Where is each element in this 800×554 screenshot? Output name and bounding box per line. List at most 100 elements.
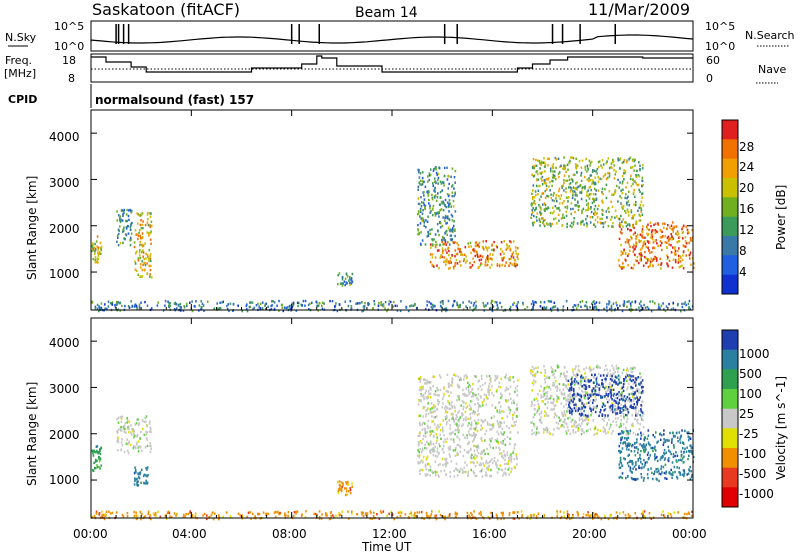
echo-cell (455, 258, 458, 262)
echo-cell (431, 238, 433, 241)
echo-cell (419, 209, 422, 212)
echo-cell (641, 179, 644, 183)
echo-cell (604, 221, 607, 224)
echo-cell (581, 413, 584, 416)
echo-cell (478, 259, 481, 262)
echo-cell (532, 189, 534, 192)
echo-cell (591, 182, 593, 185)
echo-cell (569, 224, 572, 227)
echo-cell (608, 398, 611, 401)
echo-cell (149, 426, 152, 429)
echo-cell (535, 193, 537, 197)
echo-cell (96, 449, 98, 453)
echo-cell (670, 228, 673, 231)
echo-cell (575, 407, 578, 410)
echo-cell (460, 424, 463, 428)
echo-cell (630, 400, 633, 404)
echo-cell (437, 192, 439, 195)
echo-cell (630, 379, 633, 383)
echo-cell (566, 205, 569, 208)
echo-cell (143, 473, 146, 476)
echo-cell (488, 257, 490, 260)
echo-cell (487, 391, 490, 394)
echo-cell (521, 514, 524, 517)
echo-cell (130, 300, 132, 303)
echo-cell (597, 365, 600, 369)
echo-cell (459, 416, 461, 419)
echo-cell (100, 245, 103, 249)
echo-cell (400, 511, 403, 514)
echo-cell (620, 203, 623, 206)
echo-cell (690, 450, 693, 454)
echo-cell (579, 378, 582, 382)
echo-cell (439, 388, 442, 392)
power-cbar-segment (722, 120, 738, 140)
echo-cell (448, 394, 450, 397)
echo-cell (533, 425, 536, 428)
echo-cell (604, 386, 606, 390)
echo-cell (556, 307, 559, 310)
echo-cell (136, 433, 139, 437)
echo-cell (216, 302, 218, 305)
echo-cell (565, 375, 568, 378)
echo-cell (532, 416, 535, 419)
echo-cell (431, 208, 434, 211)
echo-cell (543, 387, 546, 390)
echo-cell (689, 444, 691, 447)
echo-cell (328, 517, 331, 521)
echo-cell (422, 219, 425, 222)
echo-cell (253, 306, 256, 310)
echo-cell (321, 301, 324, 304)
echo-cell (637, 183, 640, 187)
echo-cell (588, 179, 590, 183)
echo-cell (434, 393, 437, 396)
echo-cell (430, 210, 432, 213)
echo-cell (621, 430, 623, 433)
echo-cell (476, 397, 478, 400)
echo-cell (593, 223, 595, 226)
echo-cell (619, 181, 621, 184)
echo-cell (530, 421, 532, 424)
echo-cell (670, 515, 673, 518)
echo-cell (469, 306, 471, 309)
echo-cell (517, 431, 519, 434)
echo-cell (677, 261, 680, 264)
echo-cell (632, 386, 634, 390)
echo-cell (573, 407, 576, 410)
echo-cell (608, 303, 610, 306)
echo-cell (642, 432, 645, 436)
echo-cell (550, 309, 553, 313)
echo-cell (442, 402, 444, 405)
echo-cell (638, 302, 641, 305)
echo-cell (510, 470, 512, 474)
echo-cell (630, 237, 633, 240)
echo-cell (121, 415, 124, 418)
echo-cell (509, 385, 512, 388)
echo-cell (140, 219, 142, 222)
echo-cell (540, 394, 543, 397)
echo-cell (630, 406, 633, 409)
echo-cell (431, 193, 433, 197)
echo-cell (545, 414, 548, 417)
echo-cell (97, 248, 99, 251)
echo-cell (343, 280, 346, 283)
echo-cell (619, 449, 621, 453)
echo-cell (625, 413, 627, 417)
echo-cell (556, 200, 558, 203)
echo-cell (511, 467, 513, 471)
echo-cell (543, 365, 545, 368)
echo-cell (362, 305, 365, 308)
echo-cell (425, 412, 427, 416)
echo-cell (635, 235, 637, 238)
echo-cell (432, 448, 435, 451)
echo-cell (569, 389, 571, 393)
echo-cell (468, 514, 470, 517)
echo-cell (509, 437, 511, 441)
echo-cell (464, 461, 466, 464)
echo-cell (448, 385, 450, 389)
echo-cell (566, 207, 569, 210)
echo-cell (443, 386, 446, 389)
echo-cell (136, 441, 138, 444)
echo-cell (606, 160, 608, 163)
echo-cell (543, 414, 546, 417)
